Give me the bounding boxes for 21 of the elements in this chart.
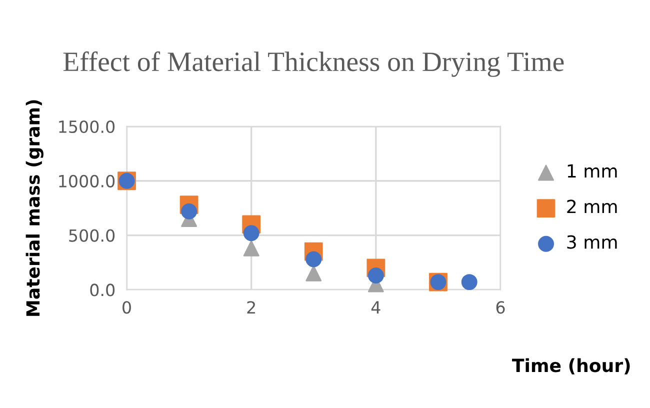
point — [368, 268, 384, 284]
legend-label: 2 mm — [567, 200, 617, 214]
legend-label: 3 mm — [567, 235, 617, 249]
point — [181, 203, 198, 220]
y-axis-title: Material mass (gram) — [26, 100, 44, 316]
point — [306, 251, 322, 268]
point — [461, 274, 478, 290]
point — [243, 240, 260, 256]
y-tick-label: 500.0 — [69, 229, 115, 242]
y-tick-label: 0.0 — [90, 284, 115, 296]
point — [243, 225, 260, 242]
x-tick-label: 6 — [496, 301, 505, 314]
chart-title: Effect of Material Thickness on Drying Time — [63, 51, 564, 77]
y-tick-label: 1000.0 — [59, 174, 115, 188]
x-tick-label: 0 — [122, 301, 131, 314]
x-tick-label: 4 — [371, 301, 380, 314]
y-tick-label: 1500.0 — [59, 120, 115, 134]
x-tick-label: 2 — [247, 301, 255, 314]
x-axis-title: Time (hour) — [512, 358, 630, 374]
point — [306, 265, 322, 282]
legend-label: 1 mm — [568, 164, 617, 178]
